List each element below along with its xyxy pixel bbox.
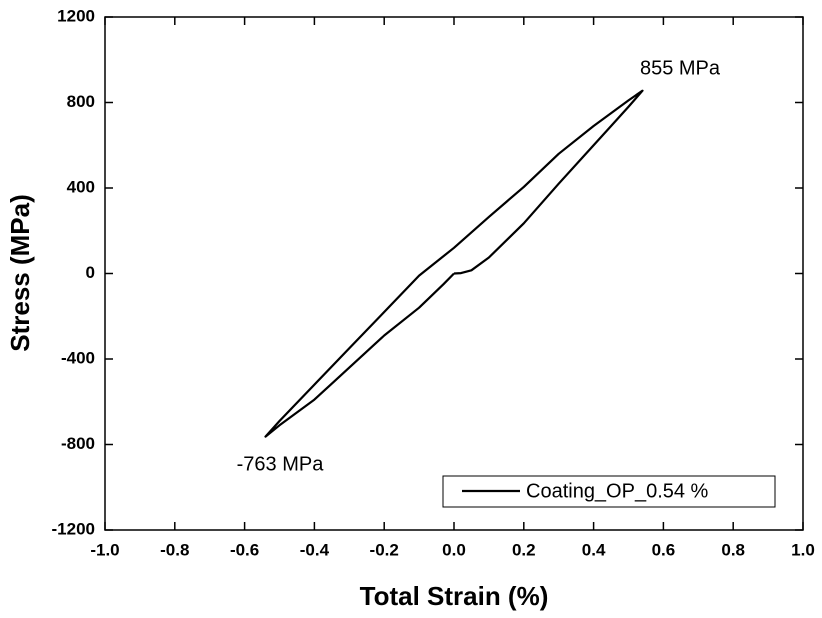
y-axis-title: Stress (MPa): [5, 194, 35, 352]
y-tick-label: 800: [67, 92, 95, 111]
x-tick-label: -0.4: [300, 540, 330, 559]
data-line: [264, 89, 644, 438]
y-tick-label: 400: [67, 177, 95, 196]
x-tick-label: -0.2: [370, 540, 399, 559]
annotation: 855 MPa: [640, 57, 721, 79]
x-axis-title: Total Strain (%): [360, 581, 549, 611]
x-tick-label: -0.6: [230, 540, 259, 559]
annotation: -763 MPa: [237, 453, 325, 475]
x-tick-label: -0.8: [160, 540, 189, 559]
x-tick-label: 0.2: [512, 540, 536, 559]
x-tick-label: -1.0: [90, 540, 119, 559]
x-tick-label: 0.4: [582, 540, 606, 559]
y-tick-label: -1200: [52, 519, 95, 538]
y-tick-label: -800: [61, 434, 95, 453]
x-tick-label: 0.6: [652, 540, 676, 559]
y-tick-label: 1200: [57, 6, 95, 25]
legend: Coating_OP_0.54 %: [442, 475, 776, 508]
y-tick-label: 0: [86, 263, 95, 282]
x-tick-label: 0.8: [721, 540, 745, 559]
legend-label: Coating_OP_0.54 %: [526, 480, 709, 502]
x-tick-label: 1.0: [791, 540, 815, 559]
x-tick-label: 0.0: [442, 540, 466, 559]
y-tick-label: -400: [61, 348, 95, 367]
